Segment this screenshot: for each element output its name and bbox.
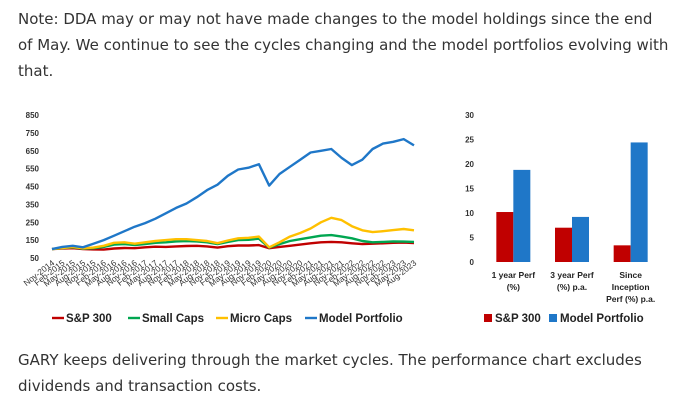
line-y-tick-550: 550: [26, 165, 40, 174]
line-y-tick-750: 750: [26, 129, 40, 138]
line-y-tick-350: 350: [26, 200, 40, 209]
bar-y-tick-5: 5: [470, 234, 475, 243]
legend-label-model-portfolio: Model Portfolio: [319, 313, 403, 325]
line-y-tick-650: 650: [26, 147, 40, 156]
bar-category-2: 3 year Perf (%) p.a.: [550, 270, 594, 292]
bar-y-tick-25: 25: [465, 136, 474, 145]
legend-label-small-caps: Small Caps: [142, 313, 204, 325]
line-y-tick-250: 250: [26, 218, 40, 227]
legend-label-micro-caps: Micro Caps: [230, 313, 292, 325]
bar-y-tick-0: 0: [470, 258, 475, 267]
line-y-tick-150: 150: [26, 236, 40, 245]
series-line-model-portfolio: [51, 137, 415, 251]
legend-label-s-p-300: S&P 300: [66, 313, 112, 325]
bar-category-1: 1 year Perf (%): [492, 270, 536, 292]
bar-category-3: Since Inception Perf (%) p.a.: [606, 270, 655, 304]
intro-paragraph: Note: DDA may or may not have made chang…: [18, 10, 669, 80]
bar-legend-swatch-model-portfolio: [549, 314, 557, 322]
series-line-small-caps: [51, 233, 415, 251]
series-line-micro-caps: [51, 216, 415, 251]
bar-legend-label-s-p-300: S&P 300: [495, 313, 541, 325]
outro-paragraph: GARY keeps delivering through the market…: [18, 351, 642, 395]
bar-y-tick-30: 30: [465, 111, 474, 120]
bar-model-portfolio-3: [630, 142, 648, 262]
line-y-tick-450: 450: [26, 183, 40, 192]
bar-model-portfolio-1: [513, 169, 531, 262]
bar-y-tick-10: 10: [465, 209, 474, 218]
bar-legend-swatch-s-p-300: [484, 314, 492, 322]
bar-chart: 0 5 10 15 20 25 30 1 year Perf (%) 3 year Perf (%)…: [465, 111, 655, 325]
series-line-s-p-300: [51, 240, 415, 251]
line-y-tick-50: 50: [30, 254, 39, 263]
bar-model-portfolio-2: [572, 216, 589, 262]
bar-y-tick-20: 20: [465, 160, 474, 169]
bar-y-tick-15: 15: [465, 185, 474, 194]
line-chart: 50150250350450550650750850Nov-2014Feb-20…: [21, 111, 418, 325]
bar-s-p-300-2: [555, 227, 572, 262]
bar-legend-label-model-portfolio: Model Portfolio: [560, 313, 644, 325]
line-y-tick-850: 850: [26, 111, 40, 120]
bar-s-p-300-1: [496, 212, 514, 262]
bar-s-p-300-3: [613, 245, 631, 262]
